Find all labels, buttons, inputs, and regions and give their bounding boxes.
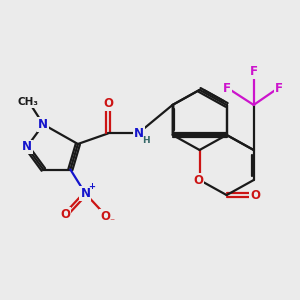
Text: N: N [22,140,32,154]
Text: N: N [38,118,48,131]
Text: O: O [103,97,113,110]
Text: O: O [250,189,260,202]
Text: F: F [250,65,258,78]
Text: N: N [80,187,90,200]
Text: O: O [60,208,70,221]
Text: H: H [142,136,150,145]
Text: F: F [275,82,283,95]
Text: +: + [88,182,95,191]
Text: ⁻: ⁻ [109,218,114,228]
Text: O: O [100,210,110,223]
Text: N: N [134,127,144,140]
Text: F: F [223,82,231,95]
Text: O: O [193,173,203,187]
Text: CH₃: CH₃ [18,97,39,107]
